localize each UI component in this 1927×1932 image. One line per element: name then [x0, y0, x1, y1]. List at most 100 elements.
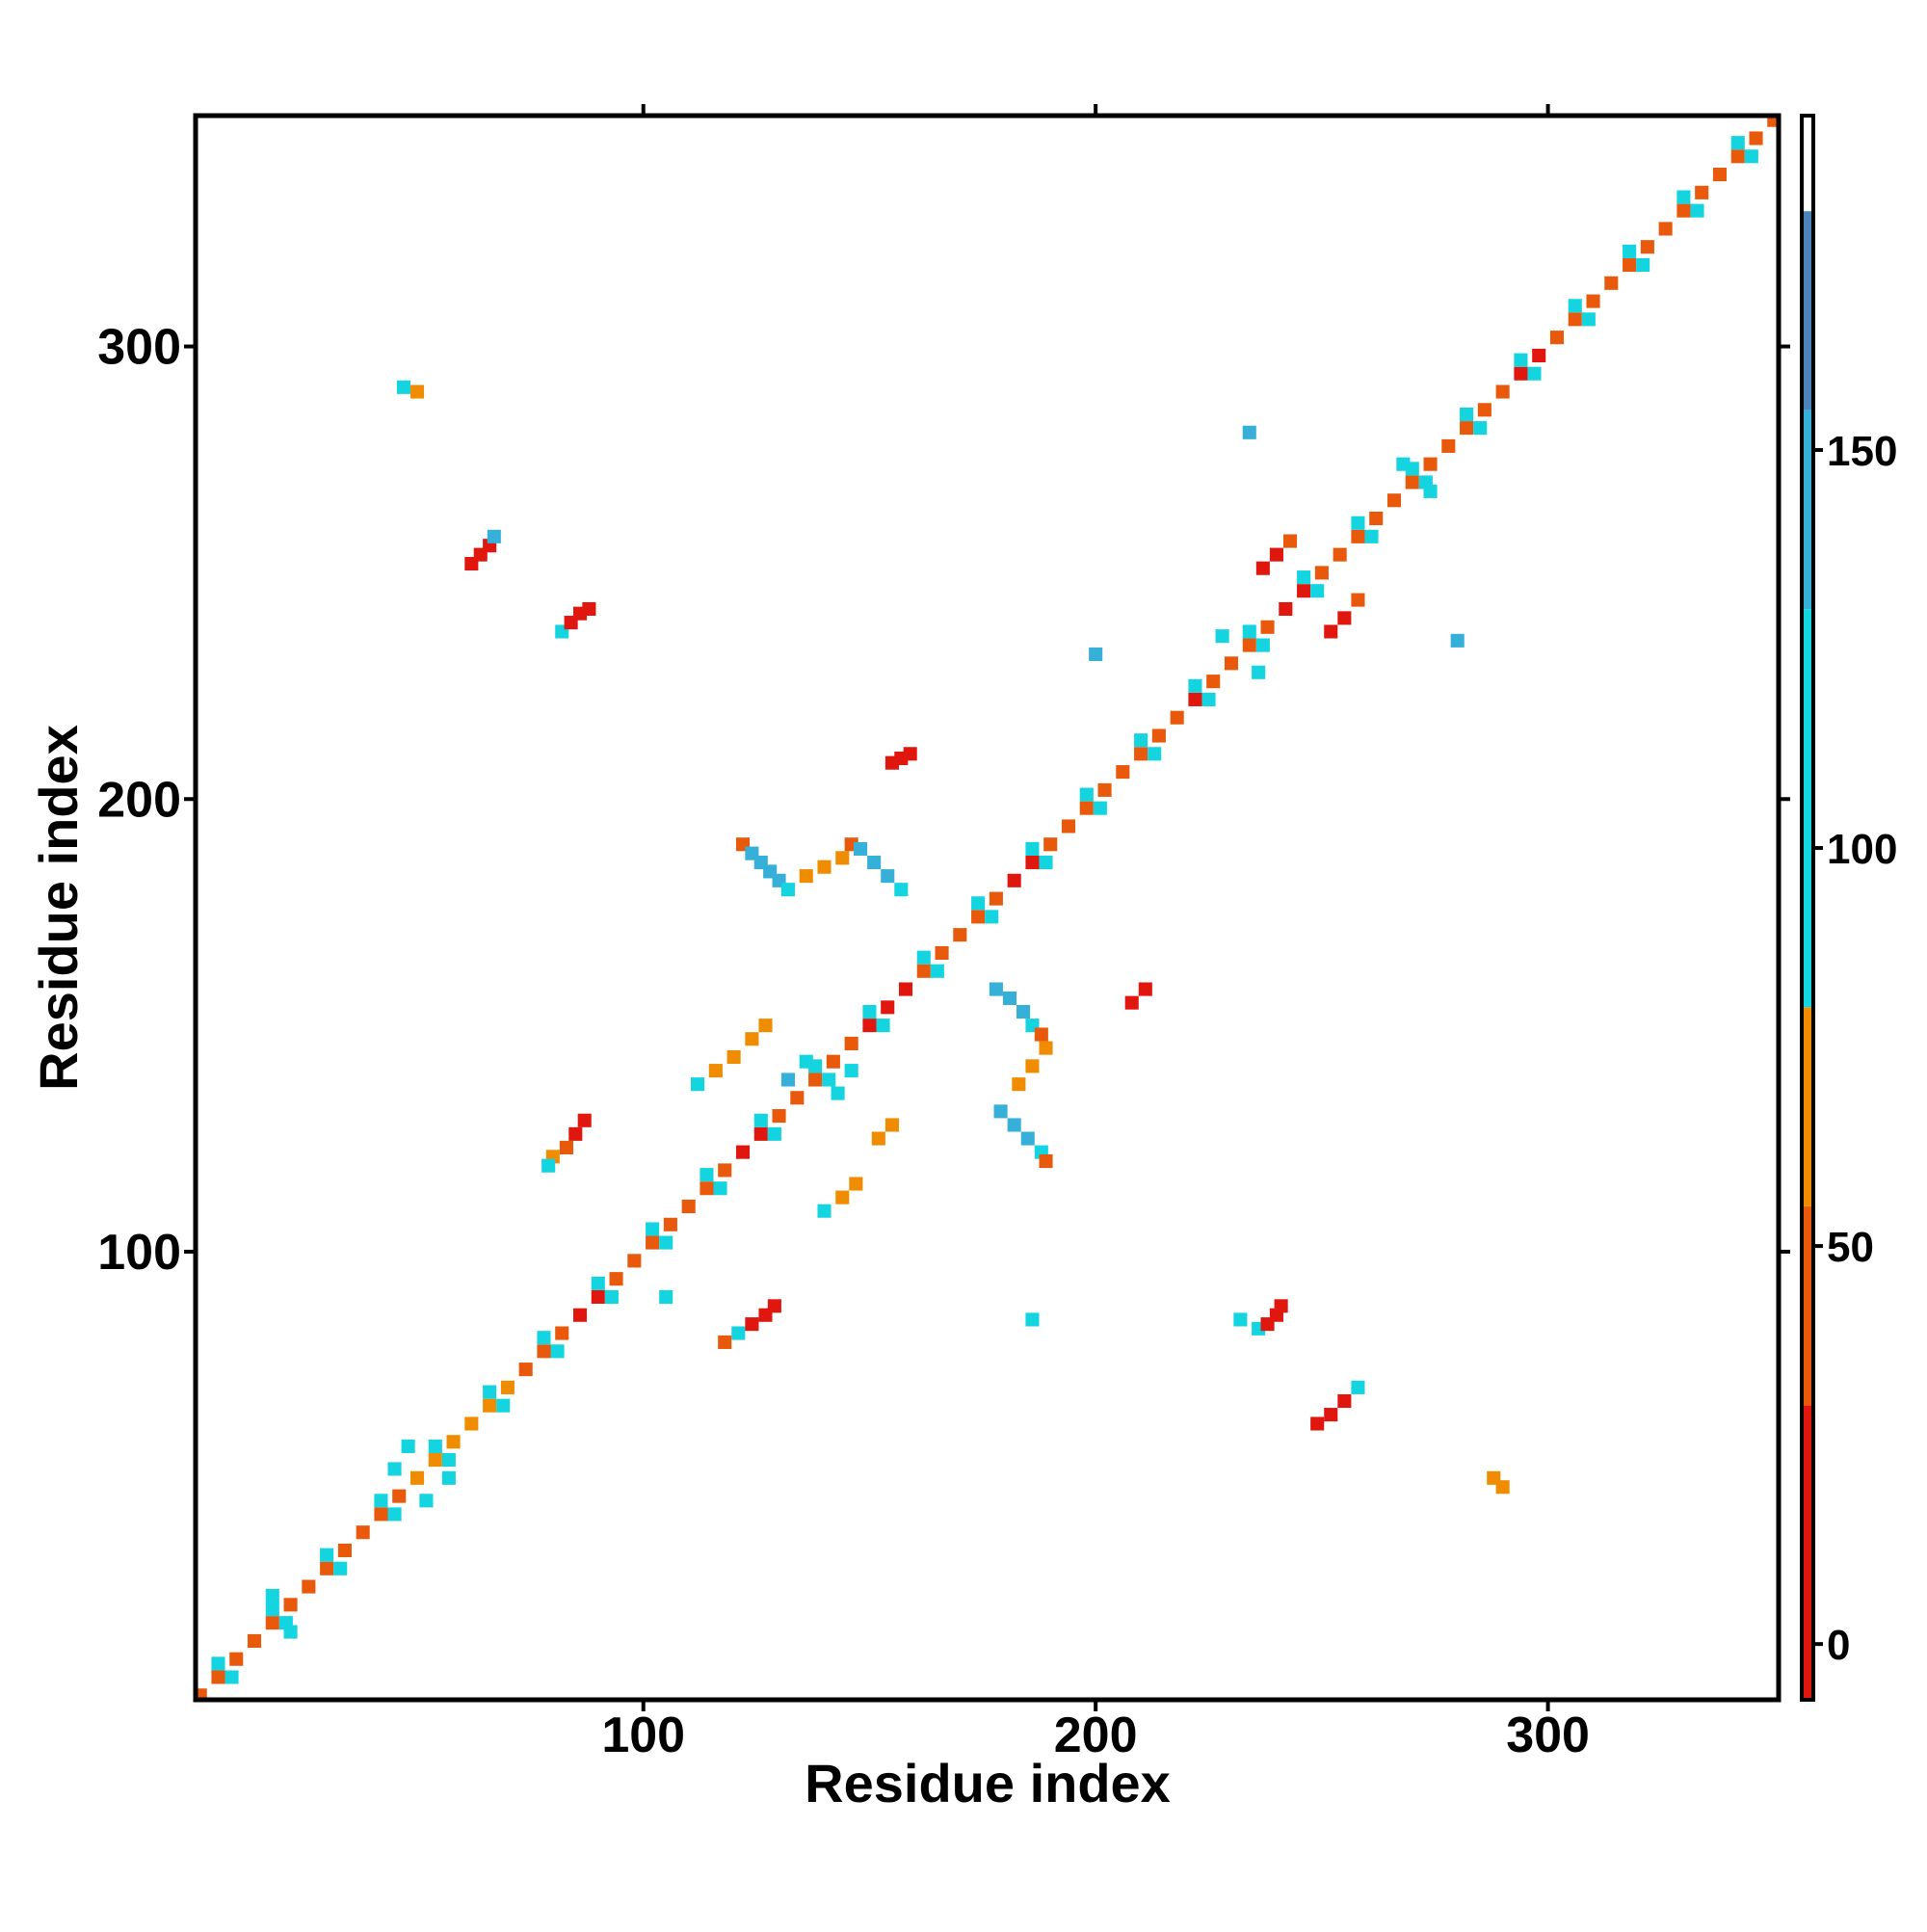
heatmap-cell: [1012, 1077, 1026, 1092]
colorbar-bin: [1802, 116, 1813, 212]
heatmap-cell: [1224, 656, 1239, 671]
colorbar-tick-label: 150: [1827, 428, 1897, 475]
heatmap-cell: [1206, 675, 1221, 689]
heatmap-cell: [211, 1670, 225, 1684]
heatmap-cell: [1025, 1059, 1040, 1073]
heatmap-cell: [1043, 837, 1058, 852]
heatmap-cell: [627, 1254, 642, 1268]
heatmap-cell: [817, 1204, 832, 1218]
heatmap-cell: [1549, 331, 1565, 345]
heatmap-cell: [1255, 638, 1270, 652]
heatmap-cell: [1441, 438, 1456, 453]
heatmap-cell: [1337, 1393, 1352, 1409]
heatmap-cell: [953, 928, 967, 942]
heatmap-cell: [1749, 131, 1763, 146]
heatmap-cell: [577, 1113, 592, 1127]
heatmap-cell: [916, 964, 931, 978]
colorbar-bin: [1802, 1205, 1813, 1406]
heatmap-cell: [1134, 733, 1148, 748]
heatmap-cell: [767, 1299, 781, 1313]
heatmap-cell: [718, 1335, 732, 1349]
heatmap-cell: [609, 1272, 623, 1286]
heatmap-cell: [1473, 421, 1488, 436]
heatmap-cell: [835, 851, 850, 865]
heatmap-cell: [971, 896, 986, 911]
colorbar-bin: [1802, 410, 1813, 610]
heatmap-cell: [265, 1588, 279, 1603]
heatmap-cell: [646, 1222, 660, 1236]
heatmap-cell: [1034, 1027, 1048, 1042]
colorbar-bin: [1802, 1405, 1813, 1700]
heatmap-cell: [1351, 529, 1365, 543]
heatmap-cell: [780, 883, 795, 897]
heatmap-cell: [731, 1326, 746, 1340]
heatmap-cell: [320, 1561, 334, 1575]
heatmap-cell: [265, 1616, 279, 1630]
heatmap-cell: [1039, 1153, 1053, 1169]
heatmap-cell: [1020, 1131, 1035, 1146]
heatmap-cell: [646, 1235, 660, 1250]
heatmap-cell: [302, 1579, 316, 1594]
heatmap-cell: [1351, 1380, 1365, 1394]
heatmap-cell: [550, 1344, 565, 1359]
x-tick-label: 300: [1506, 1707, 1590, 1763]
heatmap-cell: [1495, 1480, 1510, 1495]
heatmap-cell: [419, 1494, 434, 1508]
heatmap-cell: [441, 1453, 456, 1468]
heatmap-cell: [700, 1168, 714, 1182]
heatmap-cell: [903, 747, 917, 761]
heatmap-cell: [1039, 1041, 1053, 1055]
heatmap-cell: [1124, 995, 1139, 1010]
heatmap-cell: [753, 1126, 768, 1141]
heatmap-cell: [1636, 257, 1650, 273]
heatmap-cell: [1460, 407, 1474, 422]
heatmap-cell: [387, 1462, 402, 1476]
heatmap-cell: [559, 1140, 573, 1154]
heatmap-cell: [1252, 665, 1266, 679]
heatmap-cell: [718, 1163, 732, 1178]
heatmap-cell: [871, 1131, 885, 1146]
heatmap-cell: [591, 1289, 605, 1304]
heatmap-cell: [582, 601, 596, 617]
heatmap-cell: [320, 1548, 334, 1562]
heatmap-cell: [1640, 240, 1654, 254]
heatmap-cell: [1201, 692, 1216, 706]
heatmap-cell: [1255, 561, 1270, 575]
heatmap-cell: [916, 950, 931, 965]
heatmap-cell: [1079, 787, 1094, 802]
heatmap-cell: [1676, 203, 1691, 218]
heatmap-cell: [1568, 299, 1582, 313]
heatmap-cell: [483, 1398, 497, 1413]
heatmap-cell: [464, 1416, 479, 1431]
heatmap-cell: [700, 1181, 714, 1196]
heatmap-cell: [1623, 257, 1637, 273]
heatmap-cell: [1423, 457, 1438, 471]
heatmap-cell: [808, 1072, 823, 1087]
heatmap-cell: [844, 1064, 858, 1078]
x-axis-title: Residue index: [805, 1753, 1171, 1813]
heatmap-cell: [1025, 855, 1040, 870]
x-tick-label: 100: [601, 1707, 685, 1763]
heatmap-cell: [1460, 421, 1474, 436]
heatmap-cell: [409, 1470, 425, 1485]
colorbar-tick-label: 0: [1827, 1622, 1850, 1669]
heatmap-cell: [374, 1494, 388, 1508]
heatmap-cell: [1730, 136, 1745, 150]
heatmap-cell: [1744, 149, 1758, 164]
heatmap-cell: [989, 982, 1003, 996]
heatmap-cell: [1116, 765, 1130, 780]
heatmap-cell: [401, 1439, 415, 1454]
heatmap-cell: [1690, 203, 1704, 218]
heatmap-cell: [1233, 1312, 1248, 1327]
heatmap-cell: [1151, 728, 1166, 743]
heatmap-cell: [780, 1072, 795, 1087]
heatmap-cell: [767, 1126, 781, 1141]
heatmap-cell: [1148, 747, 1162, 761]
heatmap-cell: [487, 529, 501, 543]
heatmap-cell: [663, 1217, 677, 1231]
heatmap-cell: [1423, 484, 1438, 498]
heatmap-cell: [867, 855, 882, 870]
heatmap-cell: [758, 1019, 773, 1033]
heatmap-cell: [854, 841, 868, 856]
